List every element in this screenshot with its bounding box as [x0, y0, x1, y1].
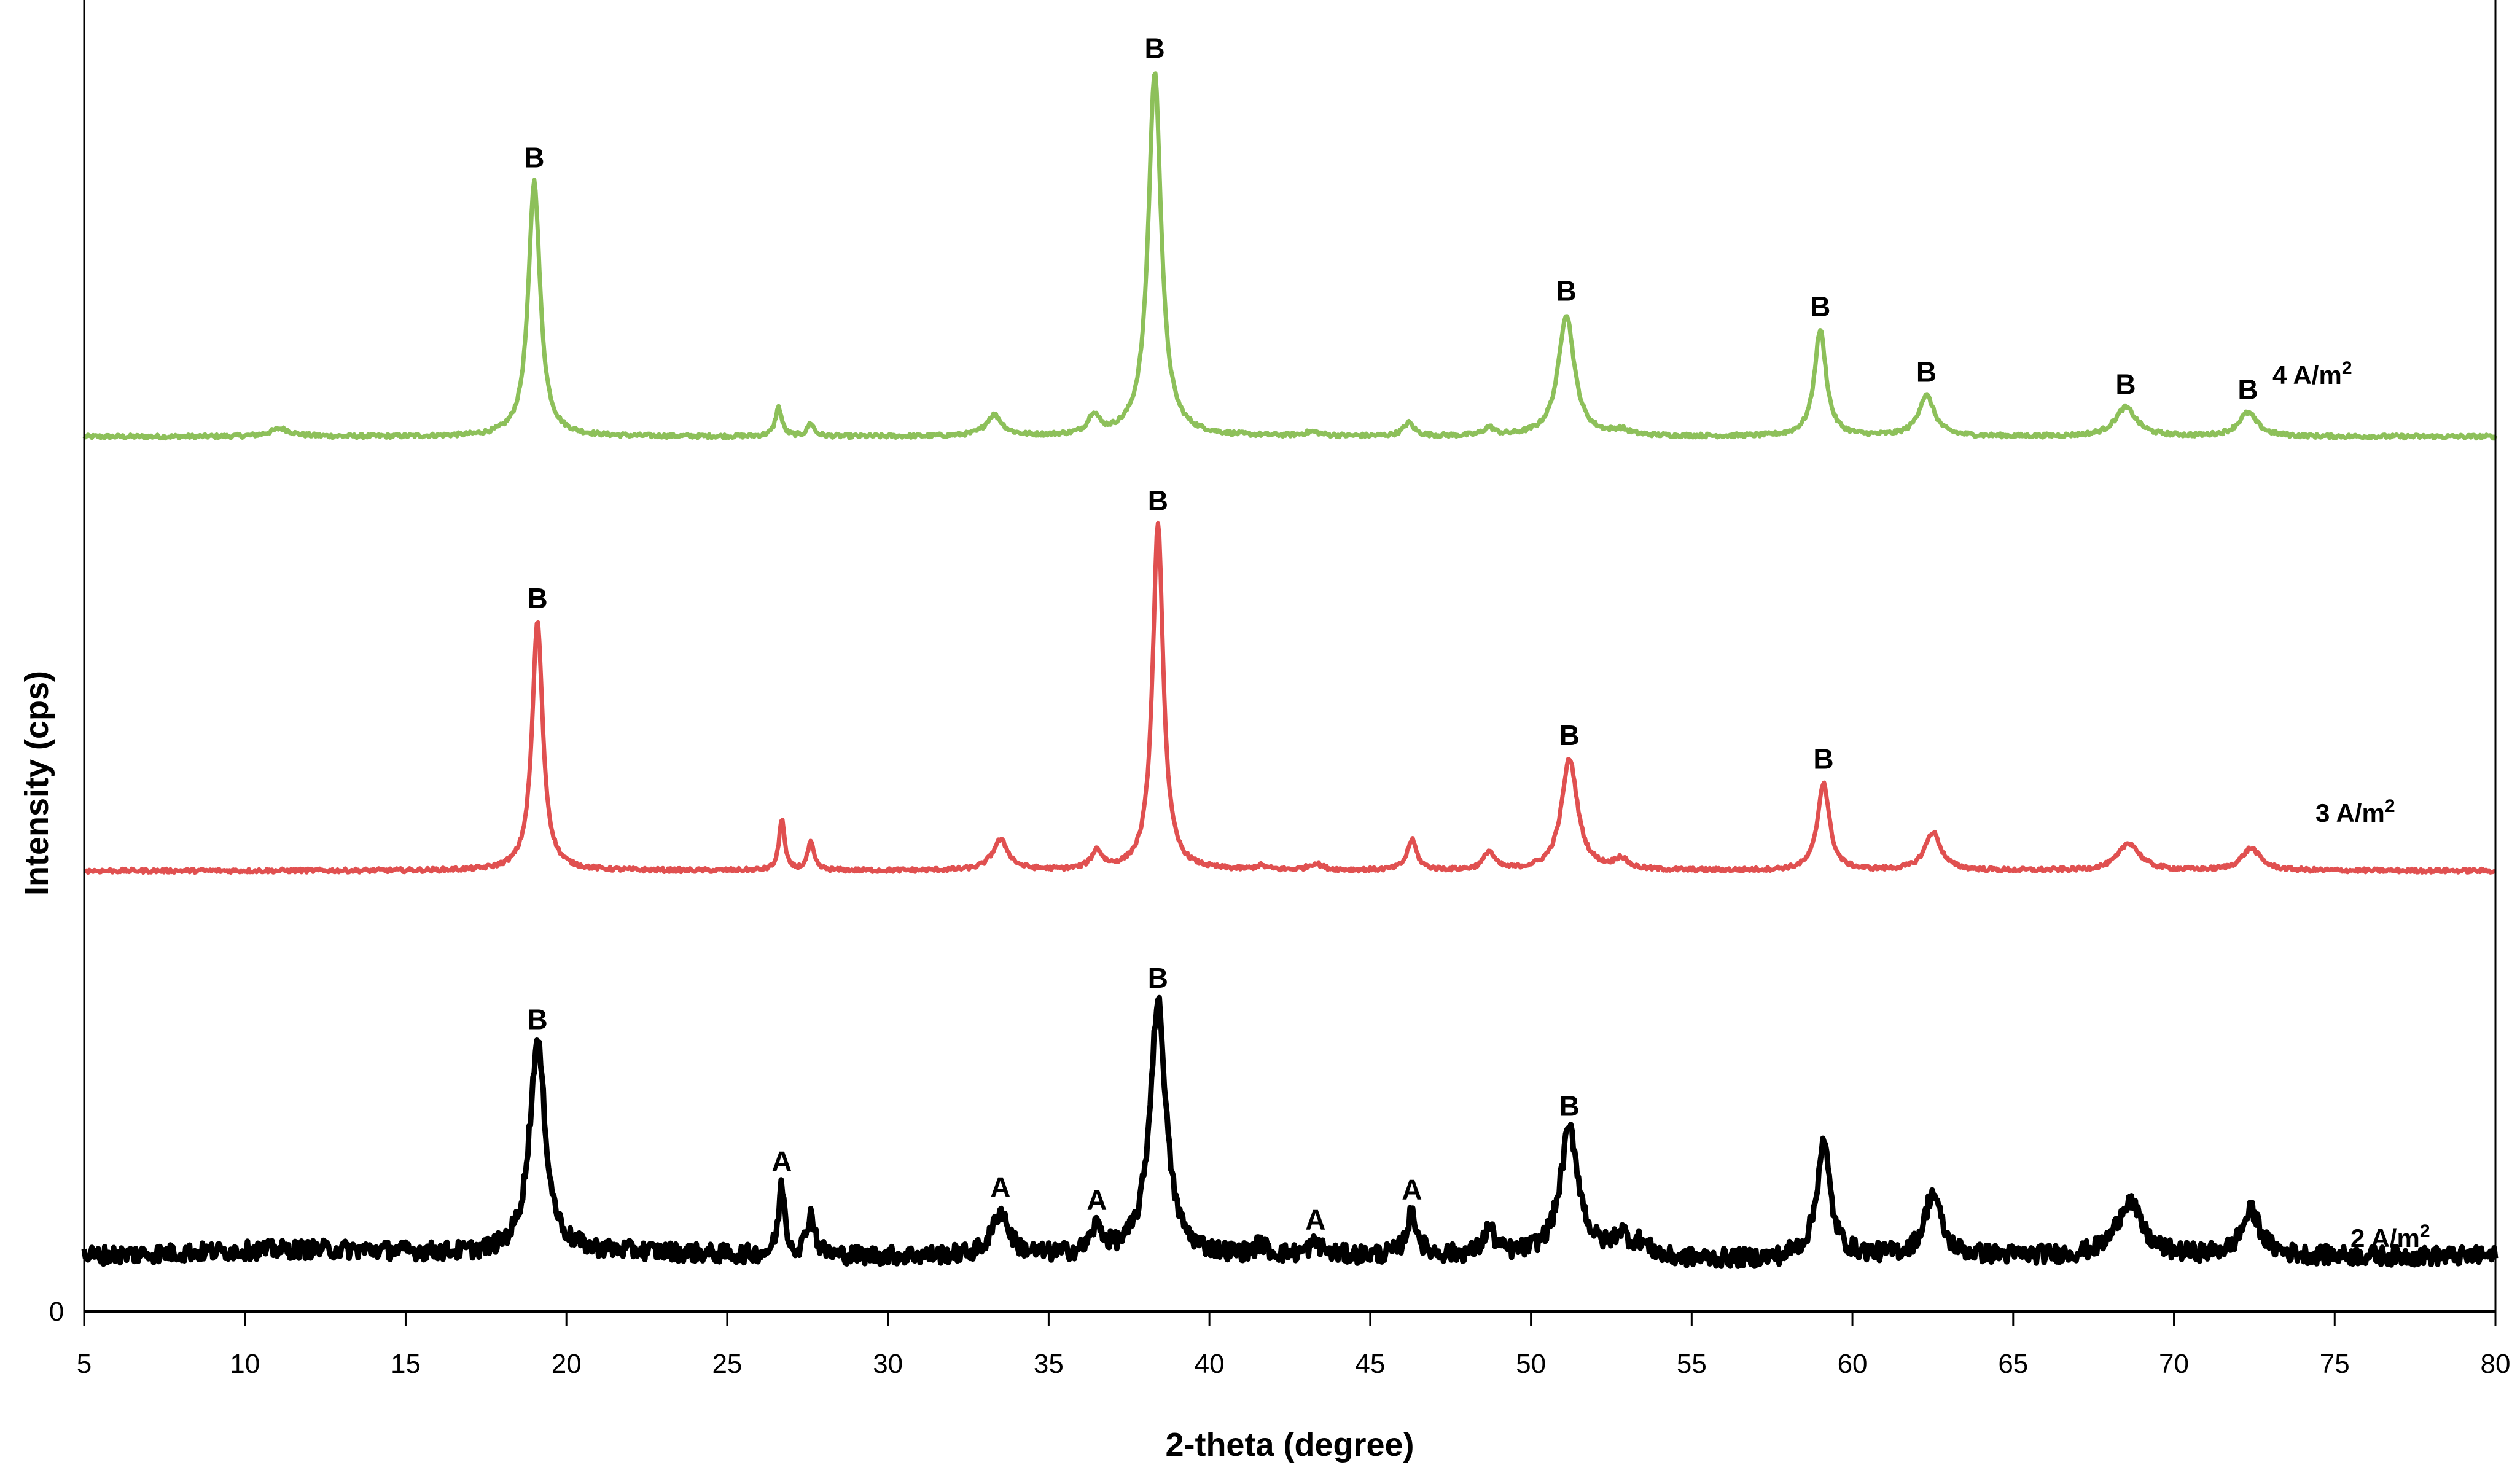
peak-label-B: B	[527, 582, 547, 614]
peak-label-A: A	[1305, 1203, 1325, 1235]
series-label-text: 3 A/m	[2315, 799, 2385, 827]
y-tick-label-0: 0	[49, 1297, 64, 1327]
x-tick-label-80: 80	[2481, 1349, 2511, 1379]
peak-label-B: B	[527, 1003, 547, 1035]
peak-label-B: B	[1145, 33, 1165, 64]
series-label-1: 3 A/m2	[2315, 796, 2395, 827]
series-0: B B B B B B B 4 A/m2	[82, 33, 2498, 441]
peak-label-A: A	[771, 1146, 792, 1178]
x-tick-label-10: 10	[230, 1349, 260, 1379]
peak-label-B: B	[1559, 719, 1580, 751]
peak-label-B: B	[1916, 356, 1937, 388]
peak-label-B: B	[1556, 275, 1577, 307]
series-line-2	[81, 994, 2499, 1269]
x-tick-label-60: 60	[1838, 1349, 1868, 1379]
peak-label-A: A	[1402, 1174, 1422, 1206]
axes: 5 10 15 20 25 30 35 40 45 50 55 60 65 70 75 80	[77, 0, 2511, 1379]
x-tick-label-65: 65	[1998, 1349, 2028, 1379]
x-tick-label-55: 55	[1677, 1349, 1707, 1379]
peak-label-A: A	[1086, 1184, 1107, 1216]
series-label-text: 4 A/m	[2272, 361, 2342, 389]
y-axis-title: Intensity (cps)	[18, 671, 55, 896]
x-axis-title: 2-theta (degree)	[1165, 1426, 1414, 1463]
x-tick-label-15: 15	[391, 1349, 421, 1379]
peak-label-B: B	[1813, 743, 1833, 775]
x-tick-label-40: 40	[1195, 1349, 1225, 1379]
x-tick-label-45: 45	[1355, 1349, 1385, 1379]
series-2: B A A A B A A B 2 A/m2	[81, 962, 2499, 1269]
series-label-superscript: 2	[2385, 796, 2395, 816]
series-line-0	[82, 71, 2498, 441]
x-tick-label-70: 70	[2159, 1349, 2189, 1379]
peak-label-A: A	[990, 1171, 1010, 1203]
peak-label-B: B	[524, 141, 544, 173]
peak-label-B: B	[2115, 368, 2136, 400]
peak-label-B: B	[1148, 962, 1168, 994]
x-tick-label-35: 35	[1034, 1349, 1064, 1379]
peak-label-B: B	[1559, 1090, 1580, 1122]
peak-label-B: B	[1148, 485, 1168, 517]
peak-label-B: B	[1810, 291, 1830, 322]
x-tick-label-50: 50	[1516, 1349, 1546, 1379]
peak-label-B: B	[2237, 373, 2258, 405]
x-tick-label-30: 30	[873, 1349, 903, 1379]
series-label-2: 2 A/m2	[2350, 1221, 2430, 1252]
x-tick-label-25: 25	[712, 1349, 742, 1379]
series-line-1	[83, 520, 2497, 875]
x-tick-label-20: 20	[552, 1349, 582, 1379]
series-label-superscript: 2	[2420, 1221, 2430, 1241]
series-label-0: 4 A/m2	[2272, 358, 2352, 389]
x-tick-label-75: 75	[2320, 1349, 2350, 1379]
series-1: B B B B 3 A/m2	[83, 485, 2497, 875]
series-label-text: 2 A/m	[2350, 1224, 2420, 1252]
series-label-superscript: 2	[2342, 358, 2352, 378]
x-tick-label-5: 5	[77, 1349, 92, 1379]
